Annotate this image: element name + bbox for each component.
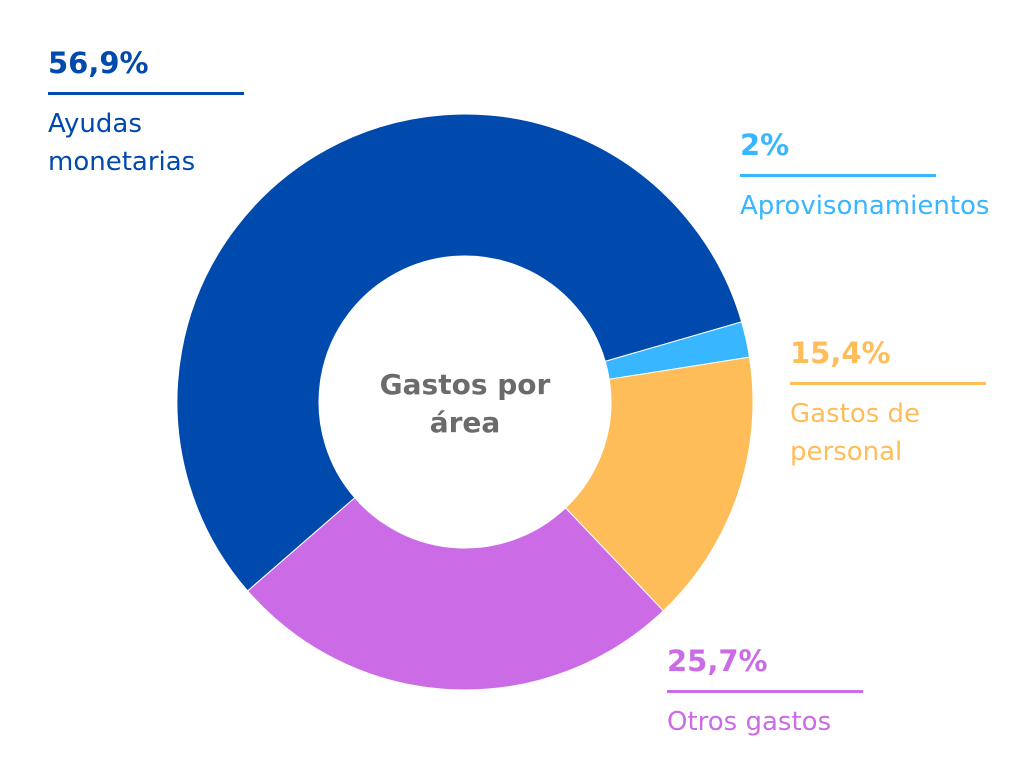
- slice-value-label: 2%: [740, 128, 790, 162]
- callout-rule: [48, 92, 244, 95]
- callout-otros-gastos: 25,7% Otros gastos: [667, 644, 863, 741]
- slice-category-label: Gastos de personal: [790, 399, 921, 467]
- callout-aprovisonamientos: 2% Aprovisonamientos: [740, 128, 989, 225]
- callout-gastos-de-personal: 15,4% Gastos de personal: [790, 336, 986, 471]
- slice-value-label: 56,9%: [48, 46, 149, 80]
- slice-value-label: 15,4%: [790, 336, 891, 370]
- slice-category-label: Otros gastos: [667, 707, 832, 737]
- callout-rule: [667, 690, 863, 693]
- callout-ayudas-monetarias: 56,9% Ayudas monetarias: [48, 46, 244, 181]
- donut-slice-gastos-de-personal: [564, 356, 754, 612]
- slice-category-label: Ayudas monetarias: [48, 109, 196, 177]
- slice-value-label: 25,7%: [667, 644, 768, 678]
- callout-rule: [740, 174, 936, 177]
- chart-center-title: Gastos por área: [379, 368, 551, 439]
- donut-slice-otros-gastos: [246, 497, 665, 691]
- callout-rule: [790, 382, 986, 385]
- donut-slice-ayudas-monetarias: [176, 113, 743, 592]
- slice-category-label: Aprovisonamientos: [740, 191, 990, 221]
